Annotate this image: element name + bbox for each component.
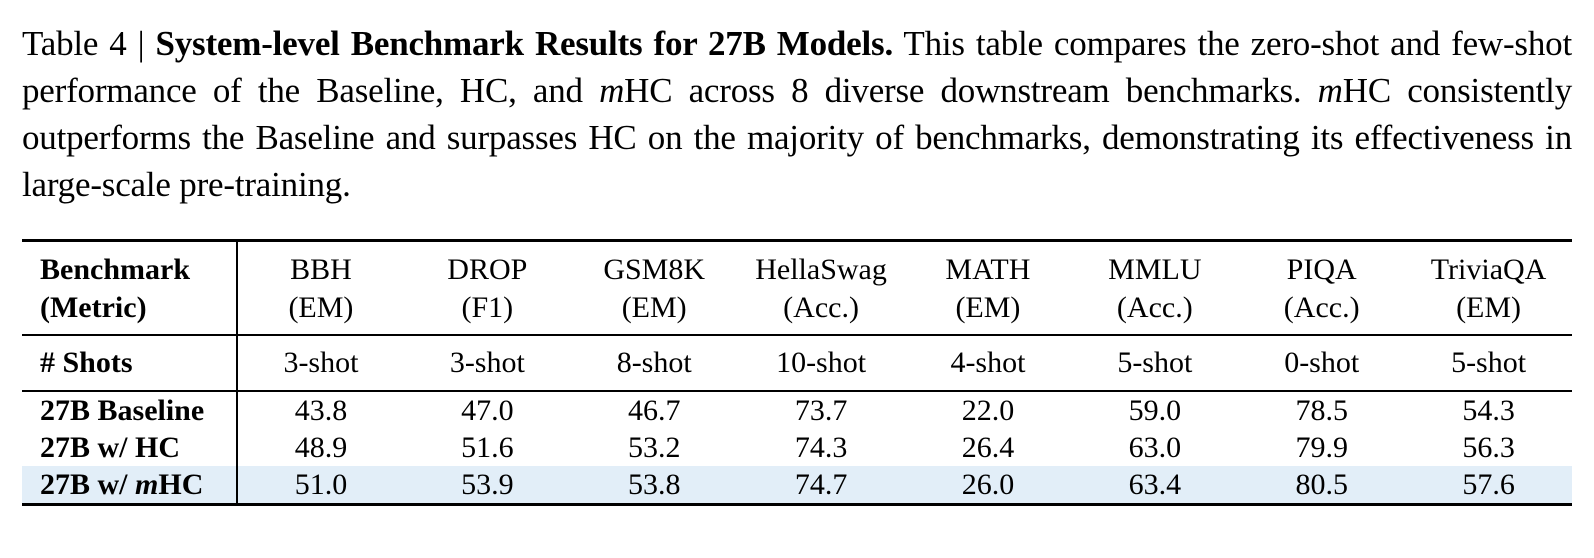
caption-body-text: This table compares the zero-shot and fe… — [22, 24, 1572, 110]
col-metric: (EM) — [1456, 291, 1522, 324]
shots-cell: 0-shot — [1238, 335, 1406, 392]
col-name: BBH — [290, 253, 352, 286]
header-col-bbh: BBH (EM) — [237, 240, 404, 336]
header-col-hellaswag: HellaSwag (Acc.) — [737, 240, 905, 336]
header-col-piqa: PIQA (Acc.) — [1238, 240, 1406, 336]
value-cell: 54.3 — [1462, 394, 1515, 427]
shots-cell: 5-shot — [1405, 335, 1572, 392]
caption-mhc-italic-m: m — [599, 71, 625, 110]
col-metric: (Acc.) — [1116, 291, 1193, 324]
value-cell: 22.0 — [961, 394, 1015, 427]
row-label-text: HC — [158, 468, 204, 501]
value-cell: 73.7 — [794, 394, 848, 427]
value-cell: 53.8 — [570, 466, 738, 505]
value-cell: 80.5 — [1238, 466, 1406, 505]
col-metric: (F1) — [461, 291, 514, 324]
shots-cell: 3-shot — [237, 335, 404, 392]
value-cell: 78.5 — [1295, 394, 1348, 427]
caption-body-text: HC across 8 diverse downstream benchmark… — [624, 71, 1318, 110]
row-label-27b-mhc: 27B w/ mHC — [22, 466, 238, 505]
row-label-text: 27B w/ HC — [40, 431, 181, 464]
value-cell: 74.3 — [794, 431, 848, 464]
shots-row-label: # Shots — [22, 335, 238, 392]
row-label-27b-hc: 27B w/ HC — [22, 429, 238, 466]
shots-cell: 3-shot — [403, 335, 571, 392]
table-row-27b-baseline: 27B Baseline 43.8 47.0 46.7 73.7 22.0 59… — [22, 391, 1572, 429]
header-col-math: MATH (EM) — [904, 240, 1072, 336]
value-cell: 47.0 — [461, 394, 514, 427]
shots-cell: 10-shot — [737, 335, 905, 392]
value-cell: 53.2 — [627, 431, 681, 464]
value-cell: 74.7 — [737, 466, 905, 505]
col-metric: (Acc.) — [783, 291, 859, 324]
header-benchmark-line1: Benchmark — [40, 253, 190, 286]
col-name: MATH — [945, 253, 1031, 286]
header-col-mmlu: MMLU (Acc.) — [1071, 240, 1239, 336]
value-cell: 46.7 — [627, 394, 681, 427]
col-name: DROP — [447, 253, 528, 286]
caption-title: System-level Benchmark Results for 27B M… — [155, 24, 893, 63]
header-col-triviaqa: TriviaQA (EM) — [1405, 240, 1572, 336]
row-label-text: 27B Baseline — [40, 394, 205, 427]
header-benchmark-metric: Benchmark (Metric) — [22, 240, 238, 336]
row-label-italic-m: m — [135, 468, 159, 501]
benchmark-results-table: Benchmark (Metric) BBH (EM) DROP (F1) GS… — [22, 239, 1572, 506]
col-name: HellaSwag — [755, 253, 887, 286]
col-name: GSM8K — [603, 253, 706, 286]
value-cell: 59.0 — [1128, 394, 1182, 427]
row-label-text: 27B w/ — [40, 468, 136, 501]
header-col-gsm8k: GSM8K (EM) — [570, 240, 738, 336]
value-cell: 63.0 — [1128, 431, 1182, 464]
caption-table-number: Table 4 | — [22, 24, 156, 63]
shots-cell: 5-shot — [1071, 335, 1239, 392]
caption-mhc-italic-m: m — [1317, 71, 1343, 110]
table-header-row: Benchmark (Metric) BBH (EM) DROP (F1) GS… — [22, 240, 1572, 336]
table-row-27b-hc: 27B w/ HC 48.9 51.6 53.2 74.3 26.4 63.0 … — [22, 429, 1572, 466]
row-label-27b-baseline: 27B Baseline — [22, 391, 238, 429]
value-cell: 48.9 — [294, 431, 348, 464]
table-row-27b-mhc: 27B w/ mHC 51.0 53.9 53.8 74.7 26.0 63.4… — [22, 466, 1572, 505]
col-metric: (EM) — [288, 291, 354, 324]
header-col-drop: DROP (F1) — [403, 240, 571, 336]
value-cell: 51.0 — [237, 466, 404, 505]
value-cell: 56.3 — [1462, 431, 1515, 464]
header-benchmark-line2: (Metric) — [40, 291, 147, 324]
value-cell: 26.4 — [961, 431, 1015, 464]
col-metric: (Acc.) — [1283, 291, 1360, 324]
caption-body-text: HC consistently outperforms the Baseline… — [22, 71, 1573, 204]
value-cell: 51.6 — [461, 431, 514, 464]
col-name: PIQA — [1286, 253, 1357, 286]
col-name: TriviaQA — [1430, 253, 1547, 286]
value-cell: 63.4 — [1071, 466, 1239, 505]
shots-cell: 8-shot — [570, 335, 738, 392]
value-cell: 53.9 — [403, 466, 571, 505]
col-metric: (EM) — [955, 291, 1021, 324]
value-cell: 79.9 — [1295, 431, 1348, 464]
value-cell: 57.6 — [1405, 466, 1572, 505]
table-caption: Table 4 | System-level Benchmark Results… — [22, 20, 1572, 208]
shots-cell: 4-shot — [904, 335, 1072, 392]
value-cell: 43.8 — [294, 394, 348, 427]
value-cell: 26.0 — [904, 466, 1072, 505]
col-metric: (EM) — [621, 291, 687, 324]
col-name: MMLU — [1108, 253, 1202, 286]
table-shots-row: # Shots 3-shot 3-shot 8-shot 10-shot 4-s… — [22, 335, 1572, 392]
